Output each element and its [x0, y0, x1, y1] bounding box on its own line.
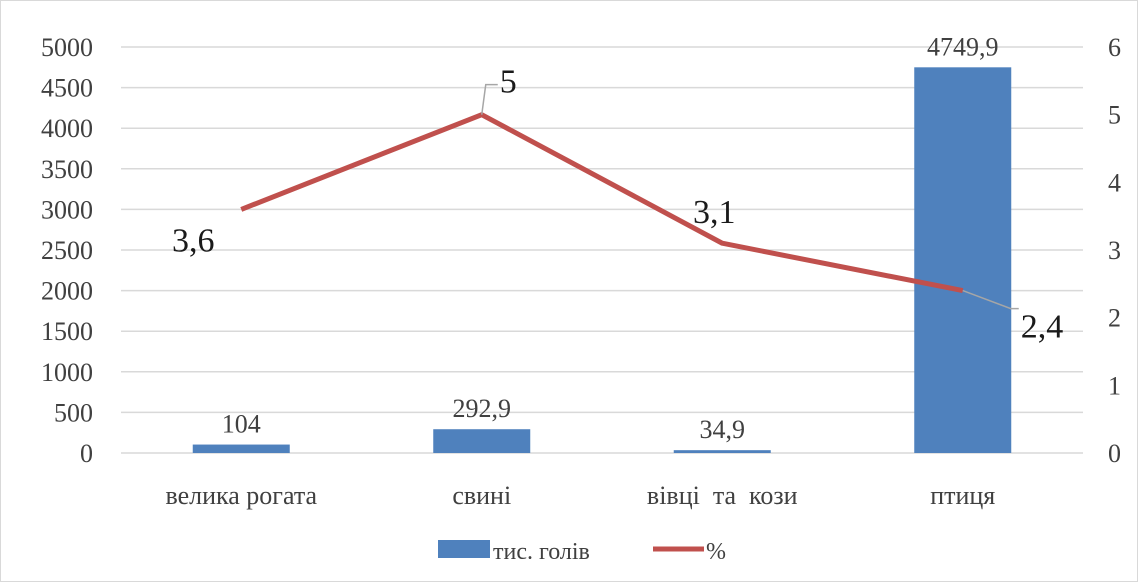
right-axis-tick-label: 4 [1108, 168, 1121, 197]
legend-label-bar: тис. голів [493, 539, 590, 565]
left-axis-tick-label: 3500 [41, 155, 93, 184]
right-axis-tick-label: 6 [1108, 33, 1121, 62]
category-labels: велика рогата свині вівці та кози птиця [165, 481, 995, 510]
bar-data-label: 292,9 [453, 394, 512, 423]
bar [192, 444, 290, 453]
series-line [240, 112, 964, 294]
bar [673, 450, 771, 453]
right-axis-ticks: 0 1 2 3 4 5 6 [1108, 33, 1121, 468]
line-data-label: 5 [500, 64, 517, 101]
right-axis-tick-label: 1 [1108, 371, 1121, 400]
bar-data-label: 104 [222, 410, 261, 439]
left-axis-tick-label: 3000 [41, 195, 93, 224]
left-axis-tick-label: 1500 [41, 317, 93, 346]
left-axis-tick-label: 0 [80, 439, 93, 468]
legend-label-line: % [706, 539, 726, 565]
left-axis-tick-label: 4000 [41, 114, 93, 143]
right-axis-tick-label: 3 [1108, 236, 1121, 265]
line-data-label: 2,4 [1021, 309, 1064, 346]
category-label: велика рогата [165, 481, 317, 510]
bar [914, 67, 1012, 454]
right-axis-tick-label: 5 [1108, 101, 1121, 130]
left-axis-tick-label: 2500 [41, 236, 93, 265]
line-data-label: 3,6 [172, 222, 215, 259]
bar-series: 104 292,9 34,9 4749,9 [192, 32, 1012, 454]
left-axis-ticks: 0 500 1000 1500 2000 2500 3000 3500 4000 4500 5000 [41, 33, 93, 468]
bar-data-label: 34,9 [700, 415, 746, 444]
category-label: вівці та кози [647, 481, 798, 510]
legend-swatch-bar [438, 540, 490, 558]
left-axis-tick-label: 1000 [41, 358, 93, 387]
line-series: 3,6 5 3,1 2,4 [172, 64, 1063, 346]
leader-line [962, 289, 1019, 310]
category-label: свині [452, 481, 511, 510]
legend: тис. голів % [438, 539, 726, 565]
bar [433, 429, 531, 453]
left-axis-tick-label: 5000 [41, 33, 93, 62]
bar-data-label: 4749,9 [927, 32, 999, 61]
category-label: птиця [930, 481, 995, 510]
right-axis-tick-label: 2 [1108, 304, 1121, 333]
left-axis-tick-label: 500 [54, 398, 93, 427]
left-axis-tick-label: 4500 [41, 74, 93, 103]
leader-line [481, 83, 498, 115]
right-axis-tick-label: 0 [1108, 439, 1121, 468]
left-axis-tick-label: 2000 [41, 277, 93, 306]
line-data-label: 3,1 [693, 194, 736, 231]
